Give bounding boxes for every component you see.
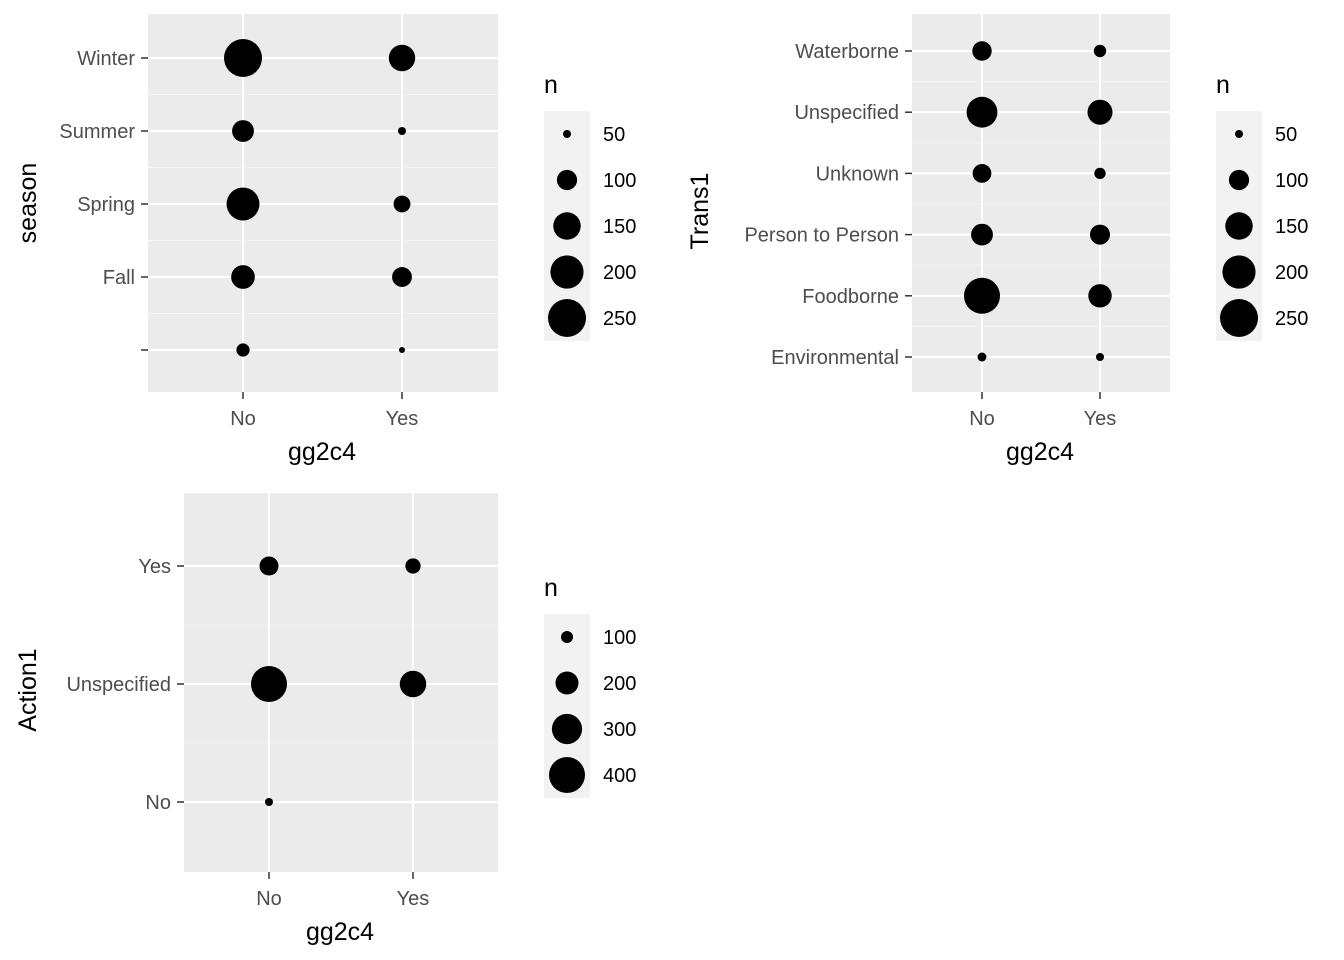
legend-key-point	[1222, 255, 1256, 289]
data-point	[232, 120, 254, 142]
y-tick-label: Environmental	[771, 347, 899, 369]
legend-label: 200	[603, 262, 636, 284]
y-axis-title: Trans1	[686, 173, 714, 250]
data-point	[226, 187, 260, 221]
legend-label: 150	[603, 216, 636, 238]
legend-key-point	[553, 212, 581, 240]
legend-key-point	[1228, 169, 1250, 191]
y-tick-label: Waterborne	[795, 41, 899, 63]
legend-label: 100	[603, 170, 636, 192]
data-point	[1087, 99, 1113, 125]
legend-key-point	[549, 757, 585, 793]
data-point	[1093, 44, 1107, 58]
panel-background	[912, 14, 1170, 392]
x-tick-label: No	[256, 888, 282, 910]
legend-key-point	[1220, 299, 1258, 337]
data-point	[972, 41, 992, 61]
data-point	[265, 798, 273, 806]
data-point	[405, 558, 421, 574]
legend-key-point	[551, 713, 583, 745]
y-tick-label: Yes	[138, 556, 171, 578]
y-tick-label: Unspecified	[66, 674, 171, 696]
x-tick-label: No	[969, 408, 995, 430]
x-axis-title: gg2c4	[306, 918, 374, 946]
data-point	[231, 265, 255, 289]
legend-key-point	[1225, 212, 1253, 240]
data-point	[971, 223, 993, 246]
legend-label: 150	[1275, 216, 1308, 238]
chart-panel-1: Fall Spring Summer Winter No Yes gg2c4 season n 5…	[14, 14, 636, 466]
data-point	[388, 44, 416, 72]
data-point	[1096, 353, 1104, 361]
legend-key-point	[1235, 130, 1243, 138]
y-axis-title: Action1	[14, 648, 42, 731]
legend-title: n	[544, 71, 558, 99]
x-axis-title: gg2c4	[288, 438, 356, 466]
data-point	[972, 164, 992, 183]
legend-key-point	[548, 299, 586, 337]
data-point	[964, 277, 1000, 314]
legend-label: 250	[1275, 308, 1308, 330]
x-tick-label: Yes	[1084, 408, 1117, 430]
chart-panel-3: No Unspecified Yes No Yes gg2c4 Action1 n 100 200…	[14, 493, 636, 946]
y-tick-label: Winter	[77, 48, 135, 70]
legend-label: 200	[603, 673, 636, 695]
legend-label: 250	[603, 308, 636, 330]
data-point	[1094, 167, 1106, 180]
y-axis-title: season	[14, 163, 42, 244]
legend-label: 300	[603, 719, 636, 741]
data-point	[1088, 284, 1112, 308]
data-point	[1089, 224, 1111, 245]
legend-key-point	[563, 130, 571, 138]
legend-key-point	[555, 671, 579, 695]
size-legend: n 50 100 150 200 250	[1216, 71, 1308, 341]
data-point	[224, 39, 262, 77]
data-point	[259, 556, 279, 576]
x-tick-label: Yes	[397, 888, 430, 910]
x-axis-title: gg2c4	[1006, 438, 1074, 466]
y-tick-label: Summer	[59, 121, 135, 143]
data-point	[236, 343, 250, 357]
chart-panel-2: Environmental Foodborne Person to Person Un…	[686, 14, 1308, 466]
legend-key-point	[556, 169, 578, 191]
data-point	[251, 666, 287, 702]
data-point	[393, 195, 411, 213]
legend-title: n	[1216, 71, 1230, 99]
data-point	[398, 127, 406, 135]
y-tick-label: No	[145, 792, 171, 814]
y-tick-label: Person to Person	[744, 225, 899, 247]
data-point	[966, 96, 998, 128]
legend-label: 400	[603, 765, 636, 787]
data-point	[977, 352, 987, 362]
data-point	[392, 267, 412, 287]
y-tick-label: Unknown	[816, 163, 899, 185]
data-point	[399, 670, 427, 698]
legend-label: 50	[603, 124, 625, 146]
x-tick-label: Yes	[386, 408, 419, 430]
y-tick-label: Spring	[77, 194, 135, 216]
x-tick-label: No	[230, 408, 256, 430]
y-tick-label: Unspecified	[794, 102, 899, 124]
legend-label: 50	[1275, 124, 1297, 146]
size-legend: n 100 200 300 400	[544, 574, 636, 798]
data-point	[399, 347, 405, 353]
legend-key-point	[561, 631, 573, 643]
legend-label: 100	[1275, 170, 1308, 192]
panel-background	[184, 493, 498, 872]
legend-title: n	[544, 574, 558, 602]
legend-key-point	[550, 255, 584, 289]
y-tick-label: Fall	[103, 267, 135, 289]
y-tick-label: Foodborne	[802, 286, 899, 308]
size-legend: n 50 100 150 200 250	[544, 71, 636, 341]
legend-label: 100	[603, 627, 636, 649]
legend-label: 200	[1275, 262, 1308, 284]
